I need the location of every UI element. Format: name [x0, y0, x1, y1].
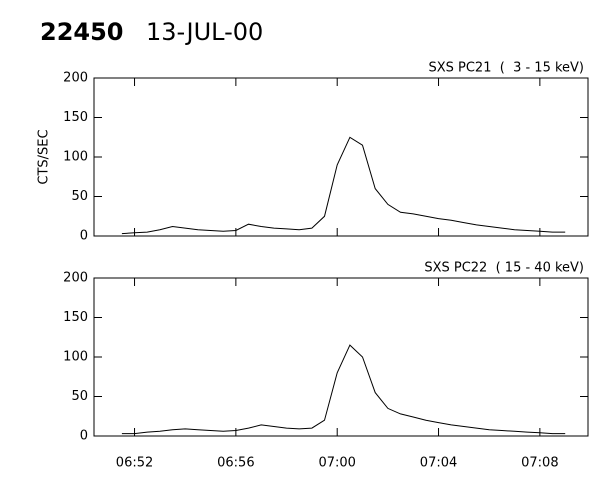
y-axis-label: CTS/SEC	[37, 129, 52, 184]
data-line	[121, 344, 566, 435]
x-tick-label: 07:08	[521, 456, 558, 471]
x-tick-label: 07:00	[318, 456, 355, 471]
y-tick-label: 100	[63, 150, 88, 165]
y-tick-label: 150	[63, 310, 88, 325]
panel-title: SXS PC21 ( 3 - 15 keV)	[428, 61, 584, 76]
orbit-id: 22450	[40, 18, 124, 46]
plot-frame	[93, 277, 589, 437]
y-tick-label: 50	[71, 189, 88, 204]
y-tick-label: 150	[63, 110, 88, 125]
panel-title: SXS PC22 ( 15 - 40 keV)	[424, 261, 584, 276]
y-tick-label: 100	[63, 350, 88, 365]
y-tick-label: 50	[71, 389, 88, 404]
x-tick-label: 07:04	[420, 456, 457, 471]
x-tick-label: 06:52	[116, 456, 153, 471]
x-tick-label: 06:56	[217, 456, 254, 471]
y-tick-label: 200	[63, 71, 88, 86]
data-line	[121, 136, 566, 235]
y-tick-label: 200	[63, 271, 88, 286]
y-tick-label: 0	[80, 229, 88, 244]
y-tick-label: 0	[80, 429, 88, 444]
date: 13-JUL-00	[146, 18, 263, 46]
